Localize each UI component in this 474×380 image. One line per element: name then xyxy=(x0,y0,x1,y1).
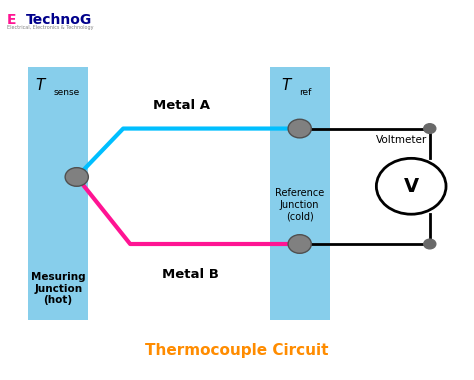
Text: Voltmeter: Voltmeter xyxy=(376,135,428,145)
Text: ref: ref xyxy=(299,88,311,97)
Text: $T$: $T$ xyxy=(281,77,293,93)
Circle shape xyxy=(424,124,436,133)
Text: Metal A: Metal A xyxy=(153,99,210,112)
Circle shape xyxy=(376,158,446,214)
Circle shape xyxy=(65,168,88,186)
Text: $T$: $T$ xyxy=(35,77,47,93)
Text: Metal B: Metal B xyxy=(162,268,219,281)
Text: Mesuring
Junction
(hot): Mesuring Junction (hot) xyxy=(31,272,85,305)
Circle shape xyxy=(424,239,436,249)
FancyBboxPatch shape xyxy=(28,67,88,320)
Text: E: E xyxy=(7,13,17,27)
Text: Electrical, Electronics & Technology: Electrical, Electronics & Technology xyxy=(7,25,93,30)
FancyBboxPatch shape xyxy=(270,67,330,320)
Circle shape xyxy=(288,119,311,138)
Circle shape xyxy=(288,235,311,253)
Text: Thermocouple Circuit: Thermocouple Circuit xyxy=(145,343,329,358)
Text: Reference
Junction
(cold): Reference Junction (cold) xyxy=(275,188,324,222)
Text: V: V xyxy=(404,177,419,196)
Text: sense: sense xyxy=(54,88,80,97)
Text: TechnoG: TechnoG xyxy=(26,13,92,27)
